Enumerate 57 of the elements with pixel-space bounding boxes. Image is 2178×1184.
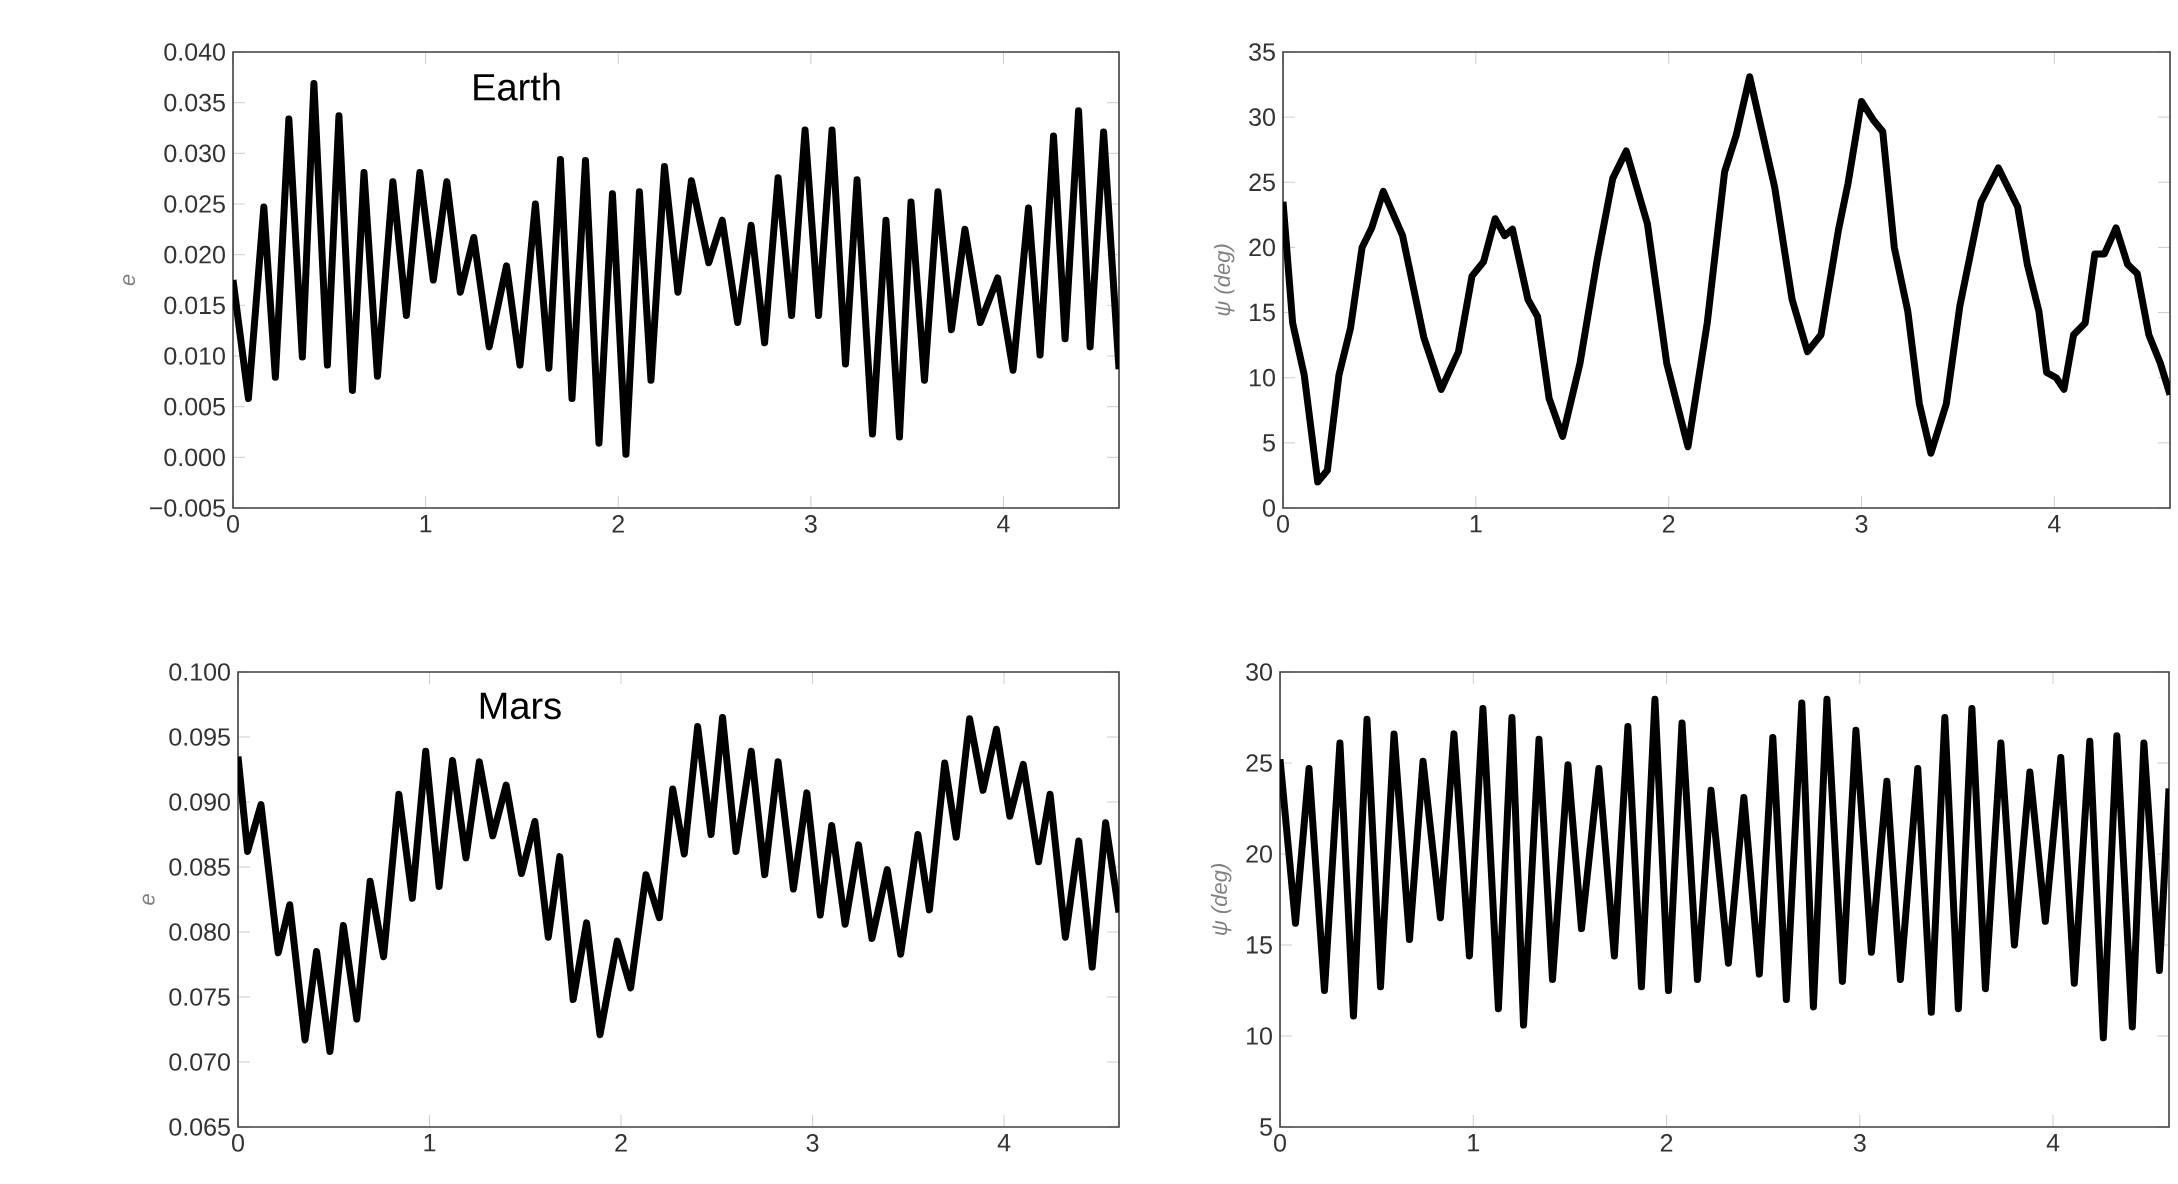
x-tick-label: 2 [615,1134,627,1152]
y-tick-label: 0 [1263,499,1275,517]
y-tick-label: 0.070 [169,1053,230,1071]
y-tick-label: 30 [1246,663,1272,681]
y-tick-label: 0.010 [164,347,225,365]
x-tick-label: 3 [1855,515,1868,533]
y-axis-title: e [123,274,136,286]
y-tick-label: 0.005 [164,397,225,416]
y-tick-label: 35 [1249,43,1275,61]
y-tick-label: 0.020 [164,245,225,264]
y-tick-label: 15 [1250,303,1275,322]
y-tick-label: 20 [1249,238,1275,257]
y-tick-label: 30 [1249,108,1275,126]
y-tick-label: 25 [1246,754,1272,772]
y-tick-label: 0.040 [164,43,225,61]
y-tick-label: 0.065 [169,1118,230,1136]
x-tick-label: 4 [997,515,1010,533]
x-tick-label: 3 [804,515,817,533]
y-tick-label: 0.085 [169,858,230,876]
y-tick-label: 0.035 [164,93,225,112]
y-tick-label: 0.095 [169,728,230,746]
x-tick-label: 1 [420,515,432,533]
y-tick-label: 0.030 [164,144,225,163]
x-tick-label: 2 [612,515,624,533]
y-axis-title: e [142,894,155,905]
x-tick-label: 4 [2047,515,2061,533]
annotation: Mars [480,692,561,720]
y-tick-label: 0.025 [164,195,225,213]
x-tick-label: 0 [232,1134,244,1152]
y-tick-label: −0.005 [150,499,225,517]
y-tick-label: 25 [1249,173,1275,192]
y-tick-label: 5 [1263,434,1275,452]
y-tick-label: 10 [1250,368,1275,387]
x-tick-label: 0 [1274,1134,1286,1152]
x-tick-label: 1 [424,1134,436,1152]
y-axis-title: ψ (deg) [1213,244,1235,316]
x-tick-label: 2 [1660,1134,1673,1152]
x-tick-label: 3 [1853,1134,1866,1152]
y-tick-label: 15 [1247,936,1272,954]
x-tick-label: 1 [1470,515,1482,533]
y-tick-label: 0.100 [169,663,230,681]
x-tick-label: 2 [1662,515,1675,533]
y-tick-label: 0.000 [164,448,225,467]
y-axis-title: ψ (deg) [1210,864,1232,935]
y-tick-label: 0.080 [169,923,230,941]
y-tick-label: 0.090 [169,793,230,811]
y-tick-label: 0.075 [169,988,230,1006]
x-tick-label: 1 [1468,1134,1479,1152]
x-tick-label: 4 [2046,1134,2060,1152]
y-tick-label: 20 [1246,845,1272,863]
y-tick-label: 5 [1260,1118,1272,1136]
x-tick-label: 3 [806,1134,819,1152]
x-tick-label: 4 [997,1134,1011,1152]
y-tick-label: 0.015 [164,296,225,315]
x-tick-label: 0 [1277,515,1289,533]
annotation: Earth [474,72,560,101]
y-tick-label: 10 [1247,1027,1272,1045]
